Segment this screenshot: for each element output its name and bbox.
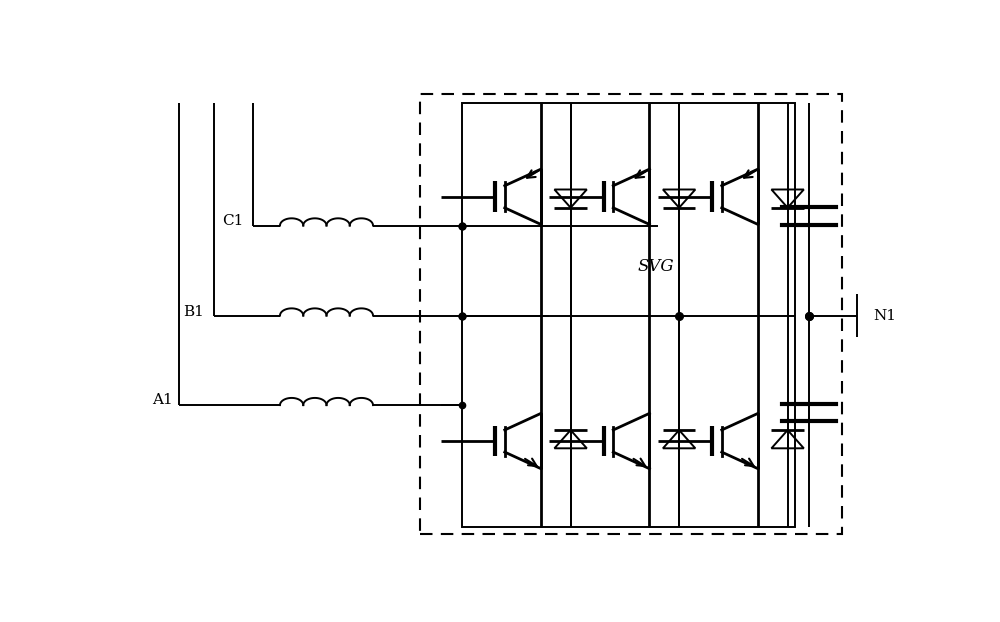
Text: B1: B1: [183, 305, 204, 318]
Text: C1: C1: [222, 214, 243, 228]
Text: SVG: SVG: [638, 258, 674, 275]
Bar: [462, 103, 795, 527]
Text: A1: A1: [152, 393, 173, 407]
Text: N1: N1: [873, 309, 896, 323]
Bar: [420, 94, 842, 534]
